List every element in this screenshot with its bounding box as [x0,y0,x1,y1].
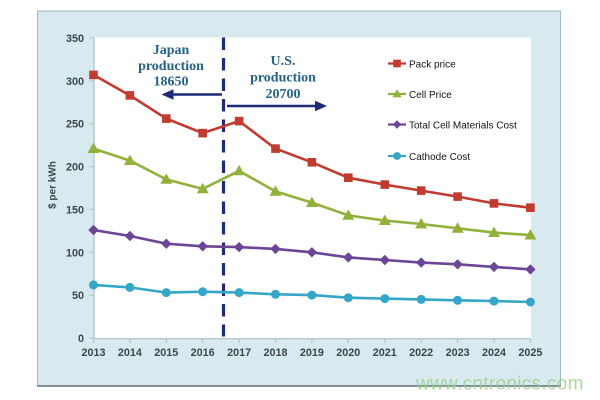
svg-text:Cell Price: Cell Price [409,90,452,101]
svg-text:2024: 2024 [482,347,506,359]
svg-text:www.cntronics.com: www.cntronics.com [415,374,584,395]
svg-text:2018: 2018 [263,347,287,359]
svg-text:350: 350 [66,33,84,45]
svg-text:50: 50 [72,290,84,302]
svg-text:production: production [250,71,316,86]
svg-text:100: 100 [66,247,84,259]
svg-text:Pack price: Pack price [409,60,456,71]
svg-text:$ per kWh: $ per kWh [48,161,59,209]
svg-text:2025: 2025 [518,347,542,359]
svg-text:2013: 2013 [81,347,105,359]
svg-text:18650: 18650 [154,75,189,90]
svg-text:0: 0 [78,333,84,345]
svg-text:2016: 2016 [191,347,215,359]
svg-text:Cathode Cost: Cathode Cost [409,152,470,163]
svg-text:2022: 2022 [409,347,433,359]
svg-text:20700: 20700 [266,87,301,102]
svg-text:2014: 2014 [118,347,142,359]
svg-text:250: 250 [66,119,84,131]
svg-text:200: 200 [66,162,84,174]
svg-text:production: production [138,59,204,74]
svg-text:300: 300 [66,76,84,88]
svg-text:2017: 2017 [227,347,251,359]
svg-text:2021: 2021 [373,347,397,359]
svg-text:U.S.: U.S. [271,54,296,69]
svg-text:Japan: Japan [153,43,190,58]
svg-text:2019: 2019 [300,347,324,359]
svg-text:2015: 2015 [154,347,178,359]
svg-text:Total Cell Materials Cost: Total Cell Materials Cost [409,121,517,132]
svg-text:150: 150 [66,204,84,216]
svg-text:2023: 2023 [446,347,470,359]
svg-text:2020: 2020 [336,347,360,359]
